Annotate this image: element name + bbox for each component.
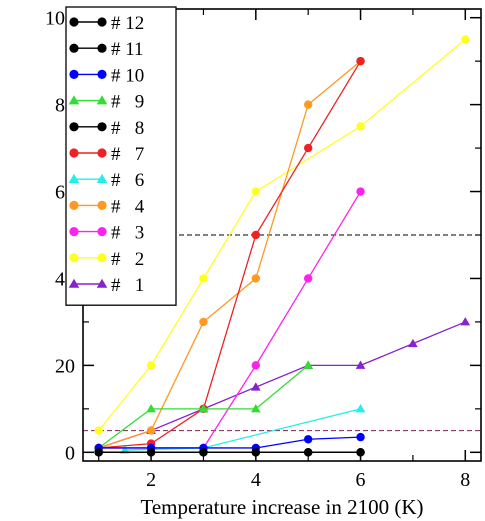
legend-label: # 11 bbox=[111, 39, 144, 60]
legend-marker bbox=[69, 227, 79, 237]
legend-entry: # 2 bbox=[69, 249, 144, 270]
data-point bbox=[146, 426, 156, 435]
legend-label: # 2 bbox=[111, 249, 144, 270]
x-tick-label: 2 bbox=[146, 469, 156, 491]
legend-label: # 7 bbox=[111, 144, 144, 165]
legend-marker bbox=[69, 200, 79, 210]
x-tick-label: 8 bbox=[460, 469, 470, 491]
data-point bbox=[303, 435, 313, 444]
legend-label: # 1 bbox=[111, 275, 144, 296]
series-layer bbox=[93, 35, 471, 457]
data-point bbox=[199, 448, 208, 457]
data-point bbox=[199, 274, 208, 283]
series-12 bbox=[94, 448, 365, 457]
legend-entry: # 11 bbox=[69, 39, 144, 60]
data-point bbox=[146, 404, 156, 413]
legend-marker bbox=[97, 43, 107, 53]
data-point bbox=[198, 404, 209, 413]
x-axis-title: Temperature increase in 2100 (K) bbox=[140, 495, 423, 519]
series-line bbox=[124, 408, 361, 451]
data-point bbox=[250, 382, 261, 391]
data-point bbox=[355, 360, 366, 369]
legend-marker bbox=[69, 69, 79, 79]
series-line bbox=[98, 60, 362, 449]
data-point bbox=[356, 432, 365, 442]
legend-marker bbox=[69, 253, 79, 263]
data-point bbox=[303, 448, 313, 457]
legend-label: # 9 bbox=[111, 92, 144, 113]
legend-marker bbox=[68, 95, 80, 105]
legend-entry: # 8 bbox=[69, 118, 144, 139]
legend-label: # 10 bbox=[111, 65, 144, 86]
data-point bbox=[251, 187, 261, 196]
data-point bbox=[356, 56, 365, 66]
data-point bbox=[461, 35, 470, 44]
data-point bbox=[199, 317, 208, 327]
data-point bbox=[356, 187, 365, 196]
legend-marker bbox=[97, 253, 107, 263]
legend-marker bbox=[97, 200, 107, 210]
legend-marker bbox=[97, 227, 107, 237]
legend-entry: # 4 bbox=[69, 196, 145, 217]
legend-entry: # 9 bbox=[68, 92, 144, 113]
legend-marker bbox=[96, 278, 108, 288]
data-point bbox=[94, 426, 103, 435]
legend-marker bbox=[97, 122, 107, 132]
data-point bbox=[303, 143, 313, 153]
data-point bbox=[251, 230, 261, 240]
data-point bbox=[303, 360, 314, 369]
legend-label: # 8 bbox=[111, 118, 144, 139]
legend-marker bbox=[96, 95, 108, 105]
data-point bbox=[303, 274, 313, 283]
legend-box bbox=[65, 6, 177, 306]
legend-marker bbox=[68, 173, 80, 184]
data-point bbox=[460, 317, 471, 326]
data-point bbox=[250, 404, 261, 413]
y-tick-label: 20 bbox=[55, 355, 75, 377]
data-point bbox=[303, 100, 313, 109]
data-point bbox=[94, 448, 103, 457]
data-point bbox=[355, 404, 366, 413]
x-tick-label: 6 bbox=[356, 469, 366, 491]
data-point bbox=[120, 445, 130, 454]
data-point bbox=[251, 274, 261, 283]
legend-marker bbox=[69, 17, 79, 27]
series-2 bbox=[94, 35, 470, 435]
legend-label: # 6 bbox=[111, 170, 144, 191]
legend-marker bbox=[69, 43, 79, 53]
data-point bbox=[146, 361, 156, 370]
legend-entry: # 1 bbox=[68, 275, 144, 296]
legend-marker bbox=[97, 17, 107, 27]
legend-marker bbox=[69, 148, 79, 158]
series-line bbox=[98, 38, 466, 431]
legend-marker bbox=[96, 173, 108, 184]
y-tick-label: 0 bbox=[65, 442, 75, 464]
legend: # 12 # 11 # 10 # 9 # 8 # 7 # 6 # 4 # 3 # 2 # 1 bbox=[65, 6, 177, 306]
x-tick-label: 4 bbox=[251, 469, 261, 491]
series-9 bbox=[93, 360, 314, 452]
legend-marker bbox=[69, 122, 79, 132]
series-line bbox=[98, 436, 361, 449]
legend-entry: # 10 bbox=[69, 65, 144, 86]
series-line bbox=[98, 321, 466, 449]
legend-label: # 4 bbox=[111, 196, 145, 217]
series-line bbox=[98, 60, 361, 449]
data-point bbox=[356, 122, 365, 131]
legend-entry: # 6 bbox=[68, 170, 144, 191]
data-point bbox=[251, 361, 261, 370]
legend-entry: # 3 bbox=[69, 223, 144, 244]
legend-marker bbox=[97, 148, 107, 158]
legend-entry: # 12 bbox=[69, 13, 144, 34]
legend-entry: # 7 bbox=[69, 144, 144, 165]
legend-label: # 3 bbox=[111, 223, 144, 244]
legend-marker bbox=[97, 69, 107, 79]
data-point bbox=[408, 338, 418, 348]
legend-marker bbox=[68, 278, 80, 288]
legend-label: # 12 bbox=[111, 13, 144, 34]
